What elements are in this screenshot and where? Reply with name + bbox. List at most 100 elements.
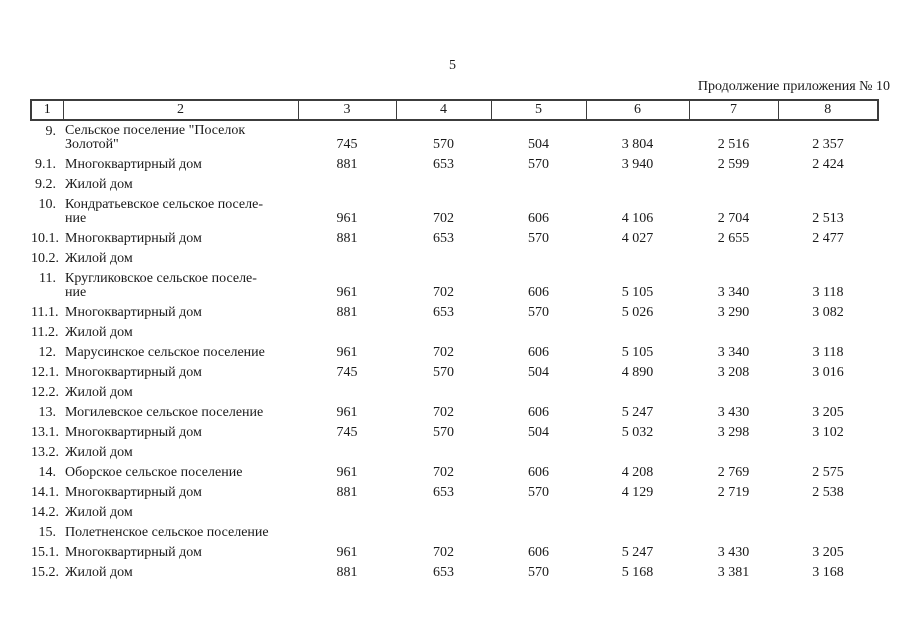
- table-row: 9.1. Многоквартирный дом 881 653 570 3 9…: [31, 154, 878, 174]
- column-number-header: 6: [585, 99, 690, 121]
- value-cell-8: 2 513: [812, 211, 844, 226]
- row-number-cell: 11.: [39, 271, 56, 286]
- table-row: 15. Полетненское сельское поселение: [31, 522, 878, 542]
- value-cell-8: 2 424: [812, 157, 844, 172]
- value-cell-3: 961: [336, 211, 358, 226]
- table-row: 12.2. Жилой дом: [31, 382, 878, 402]
- row-label-cell: Кругликовское сельское поселе- ние: [65, 271, 257, 300]
- row-label-cell: Жилой дом: [65, 177, 133, 192]
- row-label-cell: Жилой дом: [65, 445, 133, 460]
- column-number-header: 3: [297, 99, 397, 121]
- table-row: 10.2. Жилой дом: [31, 248, 878, 268]
- row-number-cell: 9.: [45, 124, 57, 139]
- table-row: 11.1. Многоквартирный дом 881 653 570 5 …: [31, 302, 878, 322]
- value-cell-6: [586, 502, 689, 522]
- settlements-table: 1 2 3 4 5 6 7 8 9. Сельское поселение "П…: [30, 99, 879, 582]
- value-cell-7: 3 381: [717, 565, 750, 580]
- row-number-cell: 9.2.: [35, 177, 56, 192]
- column-number-header: 8: [777, 99, 879, 121]
- value-cell-4: 653: [433, 305, 454, 320]
- value-cell-8: [778, 322, 878, 342]
- value-cell-5: [491, 322, 586, 342]
- value-cell-3: 961: [336, 285, 358, 300]
- value-cell-4: 570: [433, 365, 454, 380]
- row-label-cell: Оборское сельское поселение: [65, 465, 243, 480]
- value-cell-7: [689, 522, 778, 542]
- value-cell-3: 881: [336, 565, 358, 580]
- value-cell-5: 504: [528, 137, 549, 152]
- row-number-cell: 10.: [38, 197, 57, 212]
- value-cell-3: [298, 248, 396, 268]
- value-cell-8: 3 118: [812, 285, 844, 300]
- value-cell-5: [491, 502, 586, 522]
- table-body: 9. Сельское поселение "Поселок Золотой" …: [31, 120, 878, 582]
- row-number-cell: 11.1.: [31, 305, 59, 320]
- row-number-cell: 13.2.: [31, 445, 59, 460]
- value-cell-6: 4 890: [621, 365, 654, 380]
- value-cell-6: 5 105: [621, 285, 654, 300]
- row-label-cell: Многоквартирный дом: [65, 305, 202, 320]
- column-number-header: 4: [395, 99, 492, 121]
- row-label-cell: Жилой дом: [65, 505, 133, 520]
- value-cell-3: [298, 502, 396, 522]
- value-cell-8: 3 118: [812, 345, 844, 360]
- value-cell-7: [689, 442, 778, 462]
- column-number-header: 7: [688, 99, 779, 121]
- row-label-cell: Многоквартирный дом: [65, 231, 202, 246]
- value-cell-4: 653: [433, 231, 454, 246]
- value-cell-5: [491, 174, 586, 194]
- value-cell-3: [298, 442, 396, 462]
- table-row: 9. Сельское поселение "Поселок Золотой" …: [31, 120, 878, 154]
- value-cell-4: 702: [433, 405, 454, 420]
- column-number-header: 1: [30, 99, 64, 121]
- page-number: 5: [449, 58, 456, 73]
- value-cell-7: 2 655: [717, 231, 750, 246]
- value-cell-6: 5 032: [621, 425, 654, 440]
- table-row: 11. Кругликовское сельское поселе- ние 9…: [31, 268, 878, 302]
- value-cell-5: 570: [528, 305, 549, 320]
- value-cell-5: 504: [528, 425, 549, 440]
- value-cell-4: [396, 322, 491, 342]
- value-cell-5: [491, 382, 586, 402]
- row-number-cell: 14.: [38, 465, 57, 480]
- value-cell-5: 606: [528, 211, 549, 226]
- value-cell-3: [298, 322, 396, 342]
- value-cell-5: 606: [528, 345, 549, 360]
- value-cell-7: 3 340: [717, 345, 750, 360]
- value-cell-7: [689, 174, 778, 194]
- table-row: 14. Оборское сельское поселение 961 702 …: [31, 462, 878, 482]
- value-cell-6: 5 247: [621, 405, 654, 420]
- table-row: 10.1. Многоквартирный дом 881 653 570 4 …: [31, 228, 878, 248]
- row-number-cell: 10.2.: [31, 251, 59, 266]
- value-cell-6: 5 168: [621, 565, 654, 580]
- row-number-cell: 12.2.: [31, 385, 59, 400]
- value-cell-7: 2 516: [717, 137, 750, 152]
- table-row: 15.2. Жилой дом 881 653 570 5 168 3 381 …: [31, 562, 878, 582]
- value-cell-8: 3 168: [812, 565, 844, 580]
- table-row: 13.1. Многоквартирный дом 745 570 504 5 …: [31, 422, 878, 442]
- row-number-cell: 12.1.: [31, 365, 59, 380]
- value-cell-7: [689, 382, 778, 402]
- value-cell-3: [298, 174, 396, 194]
- value-cell-8: [778, 522, 878, 542]
- value-cell-7: [689, 322, 778, 342]
- table-row: 13. Могилевское сельское поселение 961 7…: [31, 402, 878, 422]
- value-cell-7: 2 719: [717, 485, 750, 500]
- value-cell-8: 3 205: [812, 545, 844, 560]
- value-cell-8: 3 016: [812, 365, 844, 380]
- value-cell-8: [778, 382, 878, 402]
- table-row: 9.2. Жилой дом: [31, 174, 878, 194]
- value-cell-7: [689, 502, 778, 522]
- value-cell-7: 2 769: [717, 465, 750, 480]
- value-cell-6: [586, 442, 689, 462]
- table-row: 10. Кондратьевское сельское поселе- ние …: [31, 194, 878, 228]
- value-cell-8: 2 575: [812, 465, 844, 480]
- table-header-row: 1 2 3 4 5 6 7 8: [30, 99, 879, 121]
- value-cell-8: [778, 174, 878, 194]
- value-cell-6: 3 804: [621, 137, 654, 152]
- value-cell-5: 570: [528, 485, 549, 500]
- value-cell-7: 3 298: [717, 425, 750, 440]
- value-cell-3: [298, 382, 396, 402]
- value-cell-3: 961: [336, 405, 358, 420]
- row-label-cell: Марусинское сельское поселение: [65, 345, 265, 360]
